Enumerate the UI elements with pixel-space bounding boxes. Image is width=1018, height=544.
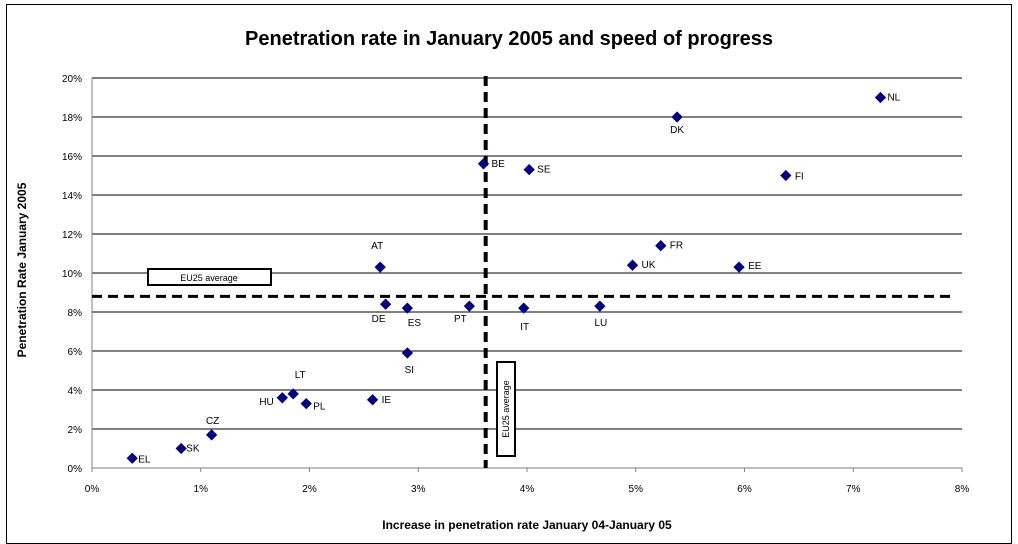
point-label-nl: NL bbox=[887, 93, 900, 104]
point-ee bbox=[733, 261, 745, 273]
point-label-it: IT bbox=[520, 322, 529, 333]
point-label-hu: HU bbox=[259, 397, 273, 408]
point-fr bbox=[655, 240, 667, 252]
x-tick-label: 5% bbox=[629, 484, 644, 495]
point-label-be: BE bbox=[492, 159, 506, 170]
point-label-el: EL bbox=[138, 454, 151, 465]
y-tick-label: 18% bbox=[62, 113, 82, 124]
x-tick-label: 7% bbox=[846, 484, 861, 495]
point-label-fi: FI bbox=[795, 172, 804, 183]
x-tick-label: 0% bbox=[85, 484, 100, 495]
point-hu bbox=[276, 392, 288, 404]
point-label-pt: PT bbox=[454, 314, 467, 325]
eu25-average-horizontal-label: EU25 average bbox=[180, 273, 238, 283]
point-label-se: SE bbox=[537, 165, 551, 176]
point-it bbox=[518, 302, 530, 314]
point-label-lu: LU bbox=[594, 318, 607, 329]
point-label-ie: IE bbox=[382, 395, 392, 406]
eu25-average-horizontal-box bbox=[147, 268, 272, 286]
point-label-lt: LT bbox=[295, 370, 306, 381]
point-label-sk: SK bbox=[186, 444, 200, 455]
eu25-average-vertical-label: EU25 average bbox=[501, 380, 511, 438]
y-tick-label: 6% bbox=[68, 347, 83, 358]
y-tick-label: 14% bbox=[62, 191, 82, 202]
y-tick-label: 12% bbox=[62, 230, 82, 241]
y-tick-label: 0% bbox=[68, 464, 83, 475]
point-be bbox=[477, 158, 490, 170]
point-label-de: DE bbox=[372, 314, 386, 325]
eu25-average-vertical-box bbox=[496, 361, 516, 457]
point-fi bbox=[780, 169, 792, 182]
y-tick-label: 2% bbox=[68, 425, 83, 436]
point-label-at: AT bbox=[371, 241, 383, 252]
point-label-si: SI bbox=[405, 365, 414, 376]
x-tick-label: 6% bbox=[737, 484, 752, 495]
point-label-cz: CZ bbox=[206, 416, 219, 427]
y-tick-label: 4% bbox=[68, 386, 83, 397]
x-axis-label: Increase in penetration rate January 04-… bbox=[382, 518, 672, 532]
point-uk bbox=[626, 259, 639, 271]
chart-title: Penetration rate in January 2005 and spe… bbox=[245, 28, 773, 50]
point-lt bbox=[287, 388, 299, 400]
point-label-dk: DK bbox=[670, 125, 684, 136]
point-at bbox=[374, 261, 386, 273]
x-tick-label: 8% bbox=[955, 484, 970, 495]
x-tick-label: 1% bbox=[194, 484, 209, 495]
point-de bbox=[379, 298, 392, 310]
y-tick-label: 20% bbox=[62, 74, 82, 85]
point-label-uk: UK bbox=[641, 260, 655, 271]
point-label-ee: EE bbox=[748, 261, 762, 272]
y-tick-label: 10% bbox=[62, 269, 82, 280]
point-ie bbox=[366, 394, 379, 406]
point-sk bbox=[175, 442, 187, 455]
point-pl bbox=[300, 397, 312, 410]
y-tick-label: 8% bbox=[68, 308, 83, 319]
point-dk bbox=[671, 111, 683, 123]
x-tick-label: 2% bbox=[302, 484, 317, 495]
point-label-fr: FR bbox=[670, 241, 683, 252]
point-lu bbox=[594, 300, 606, 312]
point-cz bbox=[205, 429, 218, 441]
y-tick-label: 16% bbox=[62, 152, 82, 163]
point-es bbox=[401, 302, 414, 314]
x-tick-label: 4% bbox=[520, 484, 535, 495]
x-tick-label: 3% bbox=[411, 484, 426, 495]
point-el bbox=[126, 452, 138, 464]
point-se bbox=[523, 163, 535, 176]
point-nl bbox=[874, 91, 887, 104]
point-si bbox=[401, 347, 414, 359]
point-label-pl: PL bbox=[313, 402, 326, 413]
point-label-es: ES bbox=[408, 318, 422, 329]
point-pt bbox=[463, 300, 476, 312]
